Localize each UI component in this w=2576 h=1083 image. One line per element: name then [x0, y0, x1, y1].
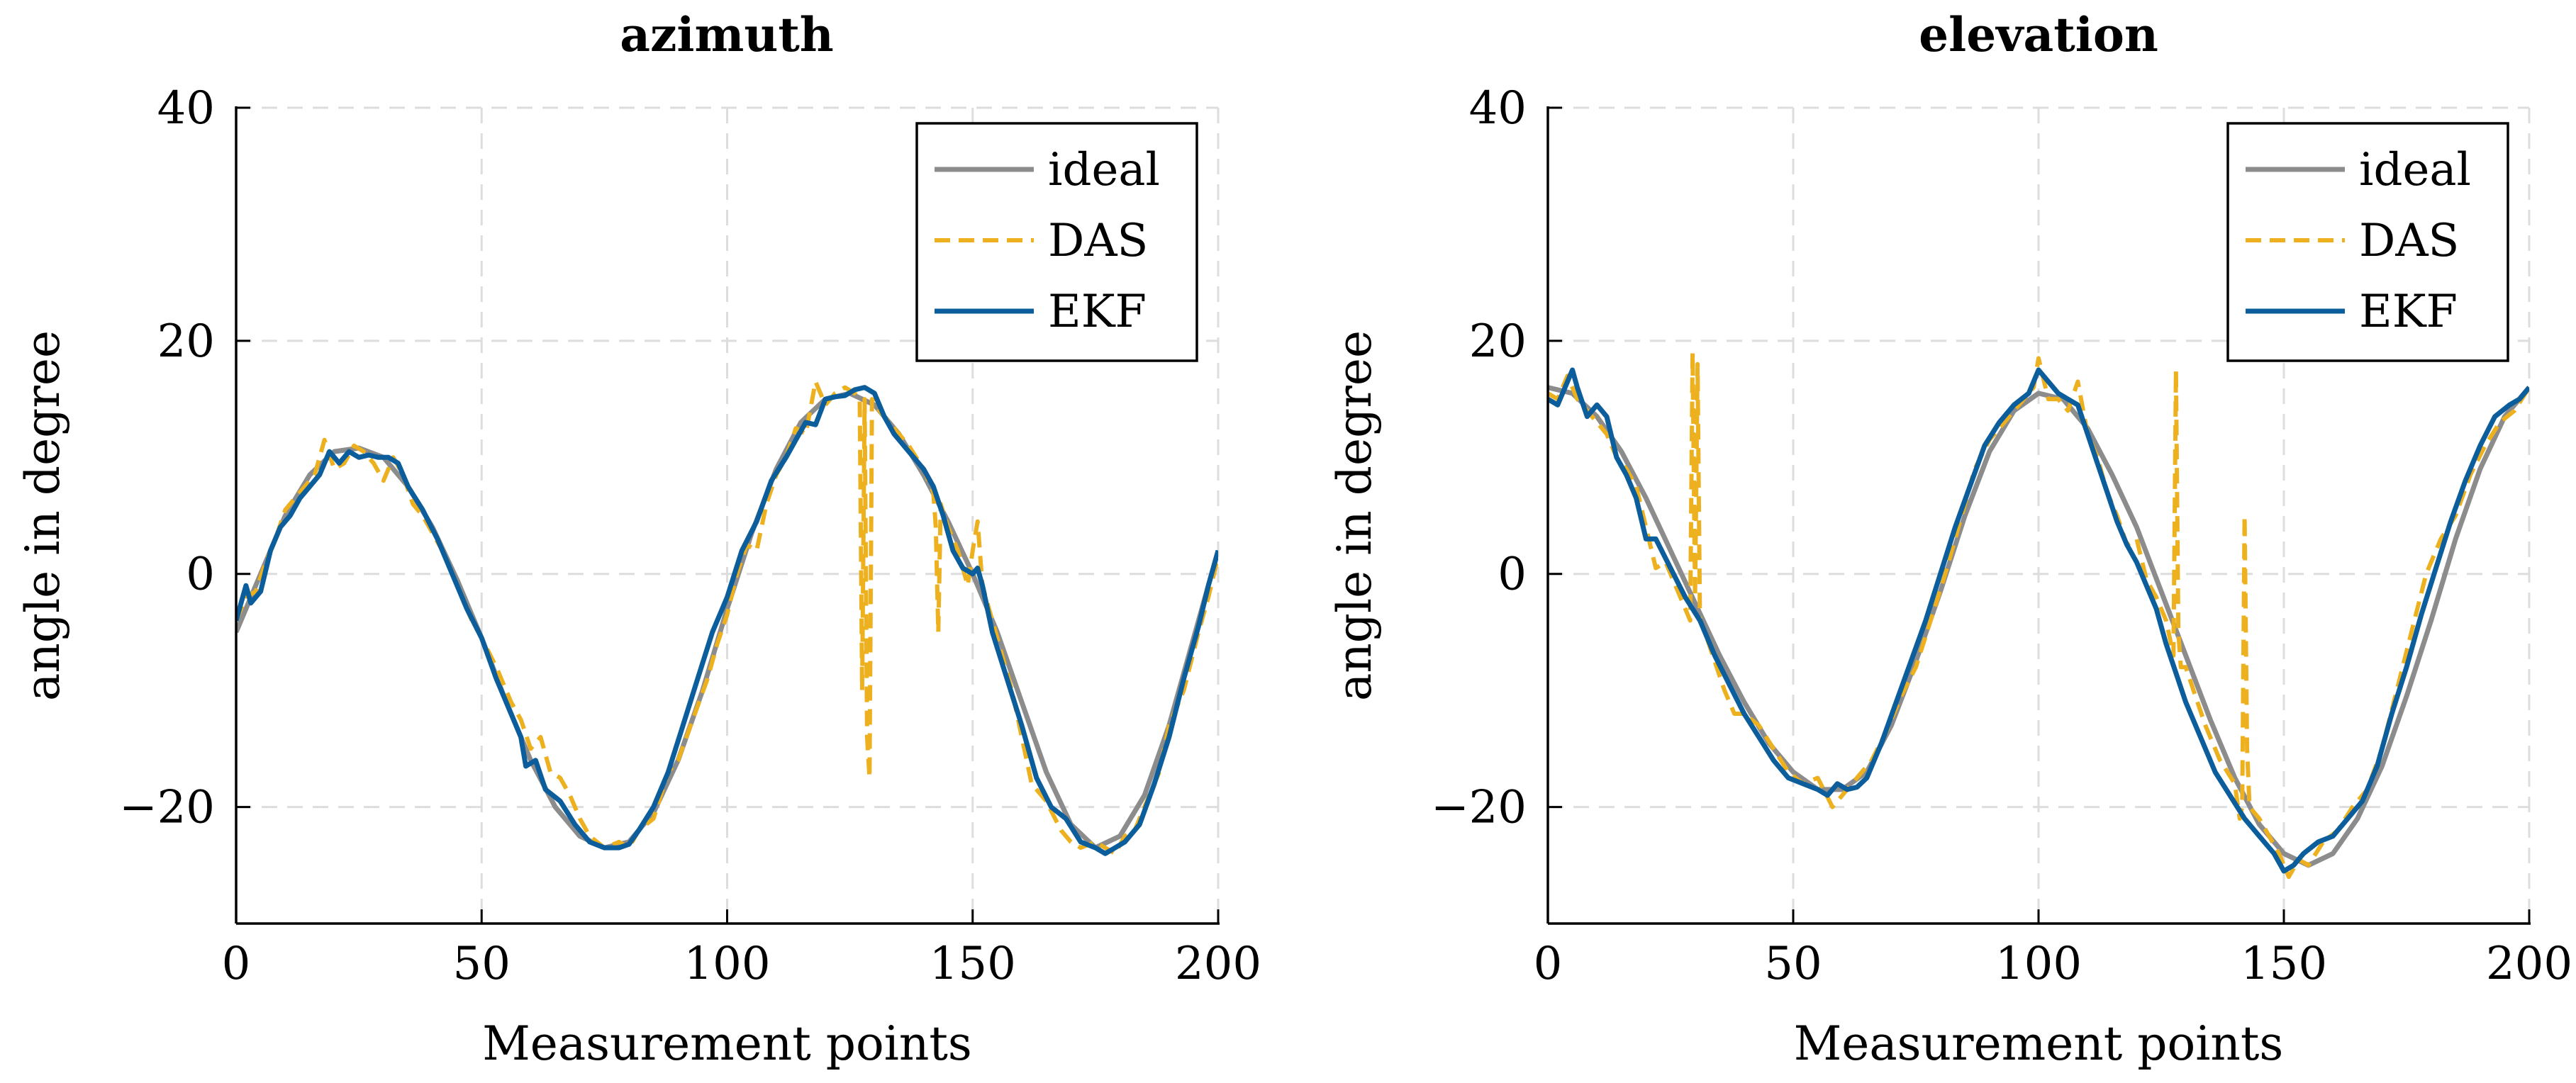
plot-area	[236, 379, 1218, 856]
y-tick-label: 40	[157, 82, 215, 135]
legend-label-ideal: ideal	[1048, 144, 1160, 196]
legend-label-ekf: EKF	[2359, 286, 2458, 338]
y-axis-label: angle in degree	[1327, 330, 1382, 701]
series-line-ekf	[236, 385, 1218, 856]
x-tick-label: 200	[1175, 938, 1261, 990]
x-axis-label: Measurement points	[482, 1016, 972, 1071]
x-tick-label: 50	[453, 938, 511, 990]
x-tick-label: 200	[2486, 938, 2572, 990]
x-tick-label: 100	[684, 938, 770, 990]
azimuth-chart: azimuth 0 50 100 150 200 −20 0 20 40 Measurement p…	[16, 7, 1261, 1071]
series-line-ideal	[1548, 385, 2529, 868]
legend-box	[915, 122, 1198, 362]
y-tick-label: 20	[157, 315, 215, 368]
x-tick-label: 0	[1534, 938, 1563, 990]
y-tick-label: 40	[1469, 82, 1527, 135]
chart-title: elevation	[1919, 7, 2158, 62]
series-line-ekf	[1548, 367, 2529, 874]
x-axis-label: Measurement points	[1794, 1016, 2284, 1071]
x-tick-label: 100	[1995, 938, 2082, 990]
legend-label-ekf: EKF	[1048, 286, 1147, 338]
y-tick-label: 0	[186, 549, 215, 601]
series-line-das	[236, 379, 1218, 856]
plot-area	[1548, 350, 2529, 880]
chart-title: azimuth	[620, 7, 834, 62]
legend: ideal DAS EKF	[2226, 122, 2509, 362]
y-tick-label: 20	[1469, 315, 1527, 368]
x-tick-label: 150	[930, 938, 1016, 990]
x-tick-label: 50	[1764, 938, 1822, 990]
x-tick-label: 0	[222, 938, 251, 990]
x-tick-label: 150	[2241, 938, 2327, 990]
series-line-das	[1548, 350, 2529, 880]
y-tick-label: −20	[119, 782, 215, 834]
legend-label-das: DAS	[1048, 215, 1148, 267]
elevation-chart: elevation 0 50 100 150 200 −20 0 20 40 Measurement…	[1327, 7, 2572, 1071]
y-tick-label: 0	[1498, 549, 1527, 601]
legend-label-ideal: ideal	[2359, 144, 2471, 196]
y-axis-label: angle in degree	[16, 330, 70, 701]
y-tick-label: −20	[1431, 782, 1527, 834]
legend-label-das: DAS	[2359, 215, 2459, 267]
legend: ideal DAS EKF	[915, 122, 1198, 362]
